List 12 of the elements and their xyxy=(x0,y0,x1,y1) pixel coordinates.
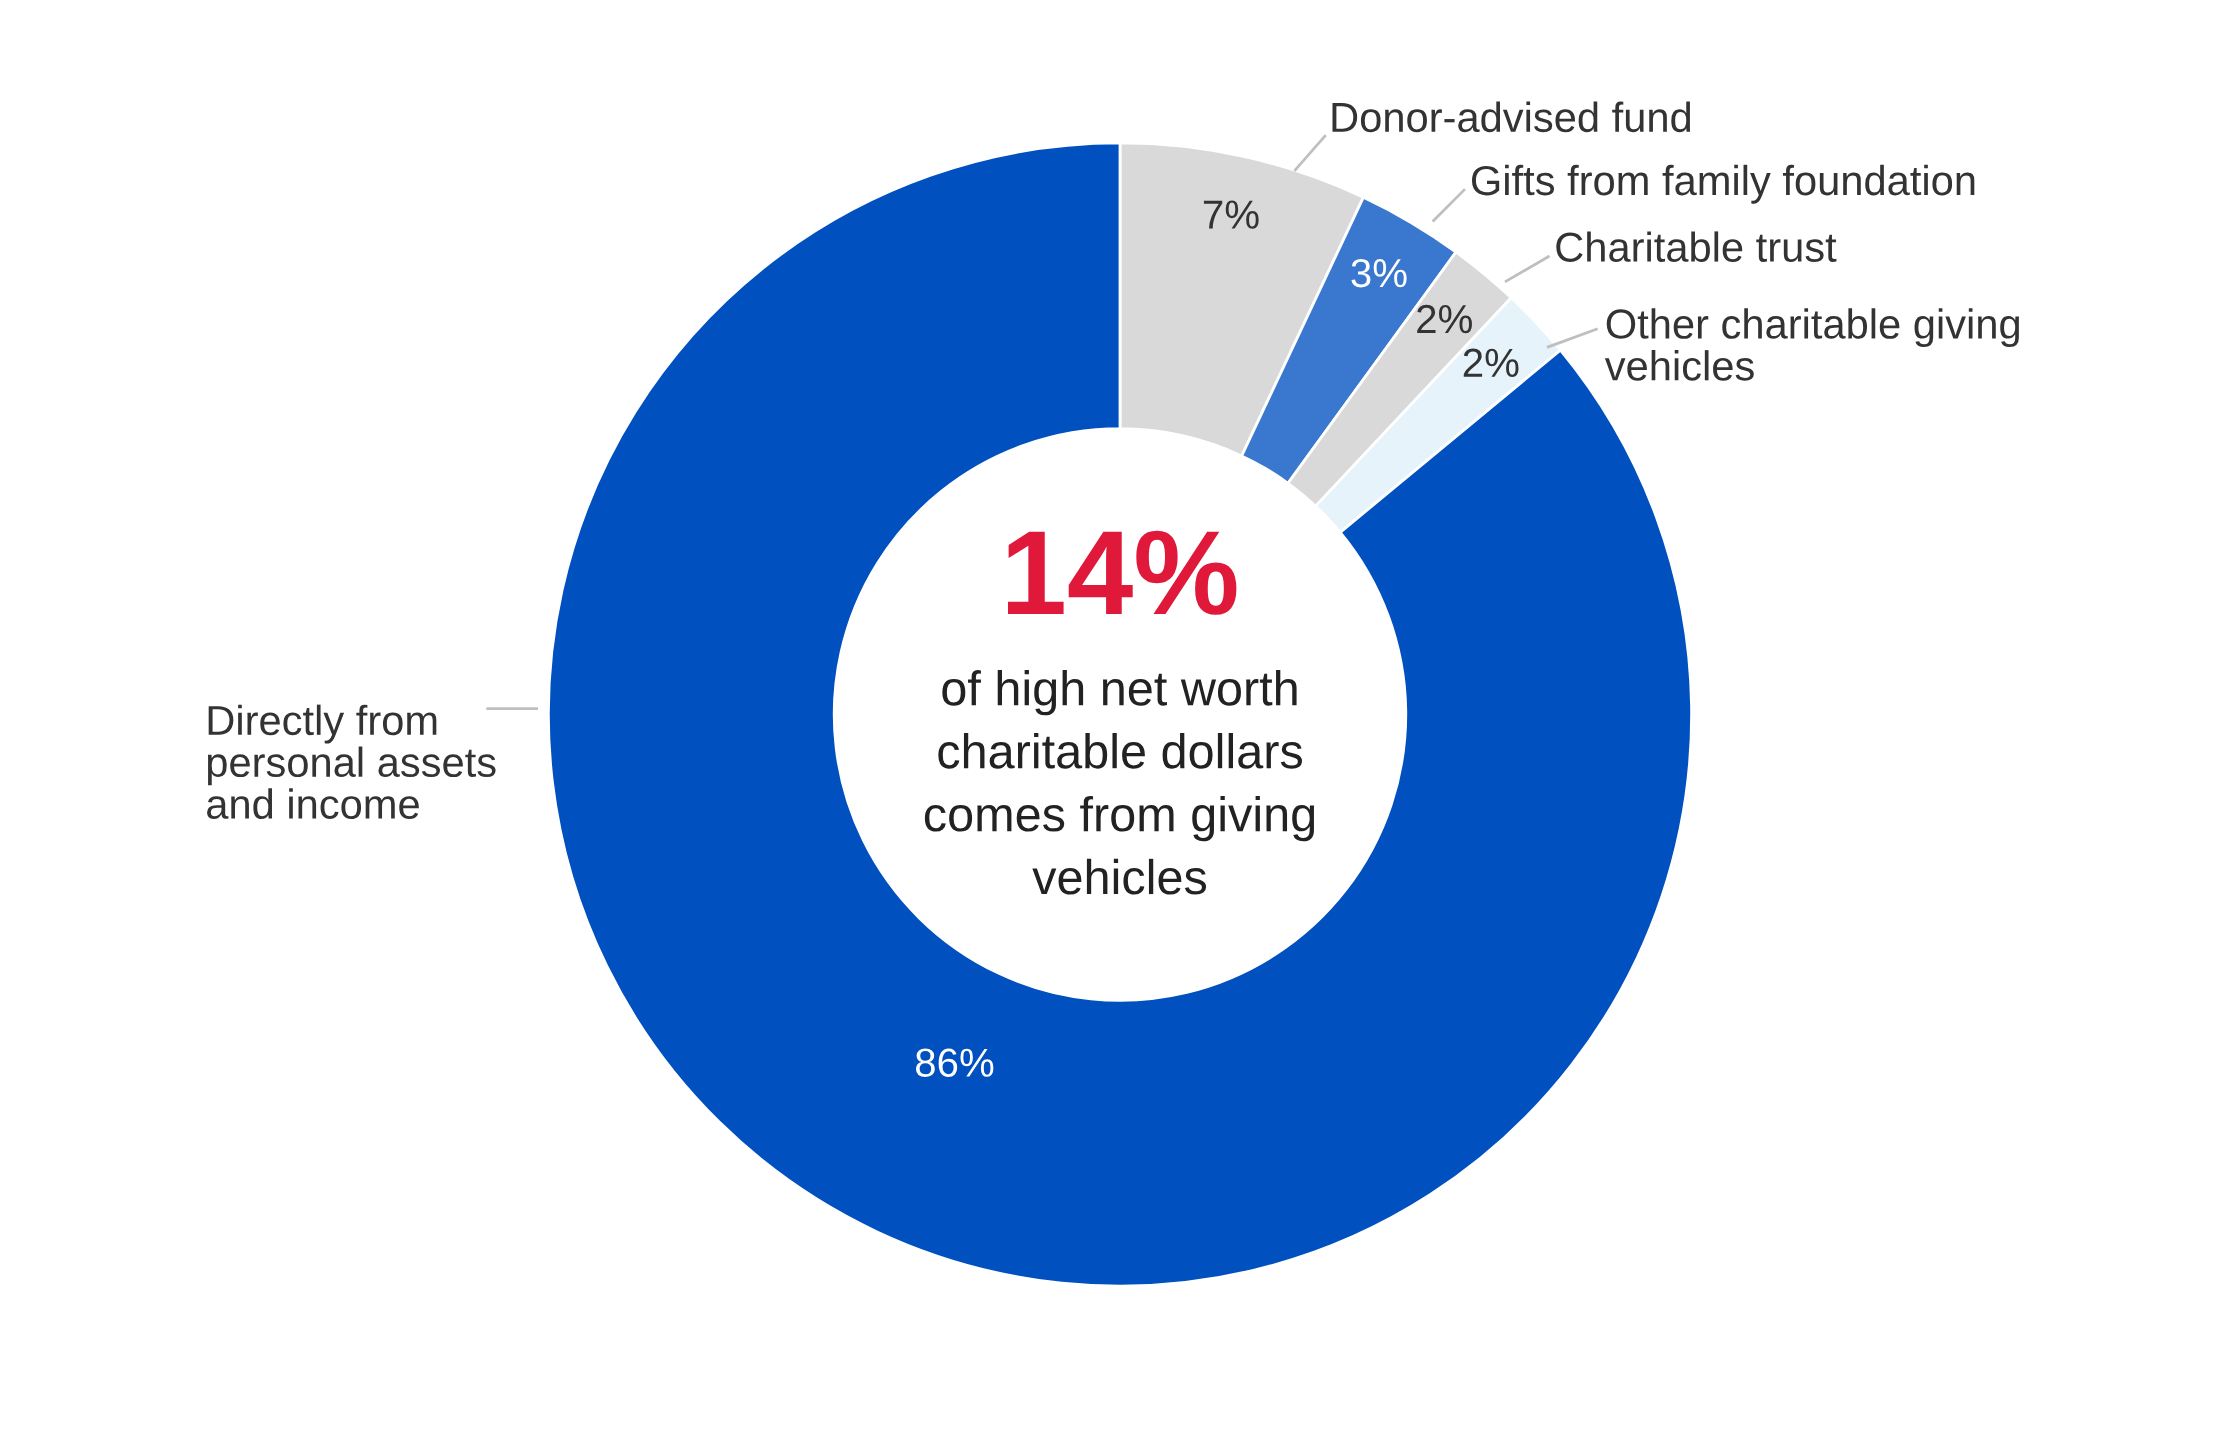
data-label: 86% xyxy=(915,1048,994,1078)
text: of high net worth charitable dollars comes from giving vehicles xyxy=(924,670,1315,895)
data-label: 2% xyxy=(1417,304,1472,334)
slice-label: Donor-advised fund xyxy=(1332,101,1691,133)
data-label: 3% xyxy=(1351,258,1407,288)
data-label: 7% xyxy=(1203,200,1259,229)
slice-label: Charitable trust xyxy=(1556,231,1837,262)
slice-label: Other charitable giving vehicles xyxy=(1604,308,2019,381)
slice-label: Directly from personal assets and income xyxy=(207,704,496,819)
data-label: 2% xyxy=(1463,348,1519,377)
slice-label: Gifts from family foundation xyxy=(1471,164,1975,204)
text: 14% xyxy=(1007,530,1237,615)
